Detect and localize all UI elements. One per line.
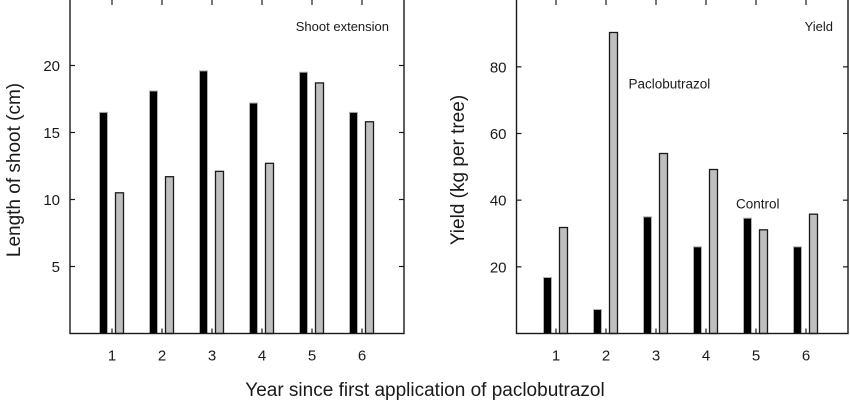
x-tick-label: 3 (652, 348, 660, 365)
x-tick-label: 5 (308, 348, 316, 365)
x-tick-label: 6 (358, 348, 366, 365)
bar-paclobutrazol-year-5 (758, 229, 769, 335)
x-tick-label: 1 (552, 348, 560, 365)
bar-control-year-1 (543, 277, 552, 334)
bar-paclobutrazol-year-4 (708, 168, 719, 335)
y-tick-label: 20 (43, 58, 60, 75)
x-tick-label: 5 (752, 348, 760, 365)
bar-control-year-1 (99, 111, 108, 335)
bar-control-year-2 (149, 90, 158, 334)
series-annotation: Control (736, 197, 780, 212)
bar-control-year-5 (743, 217, 752, 334)
x-tick-label: 4 (702, 348, 710, 365)
x-tick-label: 4 (258, 348, 266, 365)
y-tick-label: 10 (43, 192, 60, 209)
y-tick-label: 5 (52, 259, 60, 276)
y-tick-label: 60 (490, 126, 507, 143)
plot-frame (69, 0, 405, 335)
y-tick-label: 80 (490, 59, 507, 76)
x-tick-label: 1 (108, 348, 116, 365)
y-axis-label: Length of shoot (cm) (4, 83, 25, 257)
plot-frame (515, 0, 849, 335)
series-annotation: Paclobutrazol (629, 77, 711, 92)
bar-paclobutrazol-year-5 (314, 82, 325, 335)
bar-paclobutrazol-year-6 (808, 213, 819, 335)
bar-control-year-6 (349, 111, 358, 335)
bar-paclobutrazol-year-1 (114, 192, 125, 335)
bar-paclobutrazol-year-4 (264, 162, 275, 335)
x-tick-label: 2 (158, 348, 166, 365)
bar-control-year-5 (299, 71, 308, 334)
bar-paclobutrazol-year-3 (214, 170, 225, 335)
bar-control-year-2 (593, 309, 602, 335)
shared-x-axis-label: Year since first application of paclobut… (245, 380, 605, 401)
y-axis-label: Yield (kg per tree) (448, 95, 469, 245)
y-tick-label: 40 (490, 193, 507, 210)
panel-title: Yield (805, 19, 833, 34)
bar-paclobutrazol-year-6 (364, 121, 375, 335)
panel-title: Shoot extension (296, 19, 389, 34)
bar-control-year-4 (249, 102, 258, 334)
y-tick-label: 20 (490, 259, 507, 276)
bar-paclobutrazol-year-2 (164, 176, 175, 335)
y-tick-label: 15 (43, 125, 60, 142)
chart-panel-2: 1 2 3 4 5 6 20 40 60 80 Yield (kg per tree) Yield Pa… (448, 0, 849, 365)
chart-panel-1: 1 2 3 4 5 6 5 10 15 20 Length of shoot (cm) Shoot e… (4, 0, 405, 365)
x-tick-label: 3 (208, 348, 216, 365)
bar-control-year-3 (199, 70, 208, 335)
bar-control-year-4 (693, 246, 702, 334)
x-tick-label: 2 (602, 348, 610, 365)
bar-paclobutrazol-year-3 (658, 152, 669, 335)
x-tick-label: 6 (802, 348, 810, 365)
bar-control-year-3 (643, 216, 652, 334)
bar-control-year-6 (793, 246, 802, 334)
bar-paclobutrazol-year-1 (558, 226, 569, 335)
bar-paclobutrazol-year-2 (608, 31, 619, 335)
